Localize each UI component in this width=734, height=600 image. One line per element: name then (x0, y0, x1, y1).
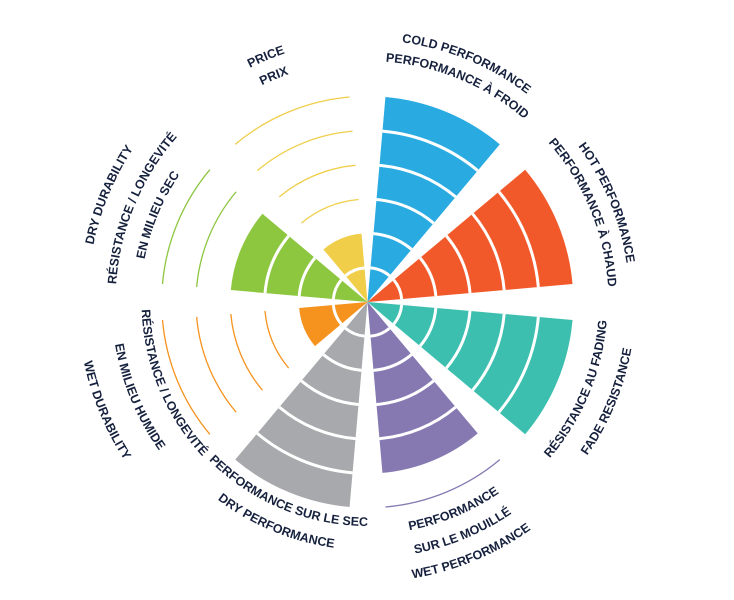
svg-text:PRIX: PRIX (257, 64, 290, 88)
svg-text:RÉSISTANCE / LONGEVITÉ: RÉSISTANCE / LONGEVITÉ (105, 129, 180, 285)
